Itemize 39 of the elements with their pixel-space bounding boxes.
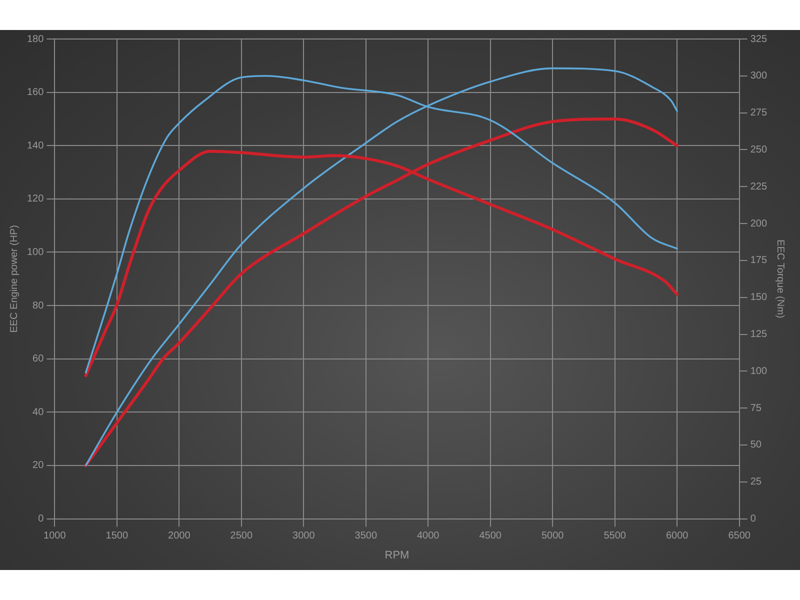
x-tick-label: 1500: [106, 530, 128, 542]
x-tick-label: 3000: [292, 530, 316, 542]
x-axis-title: RPM: [384, 549, 410, 562]
y-tick-label: 20: [32, 460, 44, 472]
y2-tick-label: 175: [750, 255, 768, 266]
y2-tick-label: 275: [750, 108, 768, 119]
y2-tick-label: 75: [750, 402, 762, 414]
x-tick-label: 6500: [728, 530, 751, 542]
y-tick-label: 40: [32, 406, 44, 418]
y2-axis-title: EEC Torque (Nm): [774, 240, 786, 318]
y2-tick-label: 250: [750, 144, 768, 156]
x-tick-label: 2500: [230, 530, 253, 542]
y-tick-label: 120: [26, 194, 44, 205]
y2-tick-label: 325: [750, 34, 768, 45]
y2-tick-label: 300: [750, 70, 768, 82]
y2-tick-label: 25: [750, 476, 762, 488]
x-tick-label: 5500: [604, 530, 626, 542]
y-tick-label: 0: [38, 514, 44, 525]
x-tick-label: 4500: [479, 530, 502, 542]
y-tick-label: 100: [26, 246, 44, 258]
x-tick-label: 3500: [354, 530, 378, 542]
y-tick-label: 180: [26, 34, 44, 45]
y2-tick-label: 150: [750, 292, 768, 304]
x-tick-label: 1000: [44, 530, 66, 542]
y-tick-label: 60: [32, 354, 44, 365]
y2-tick-label: 0: [750, 514, 756, 525]
x-tick-label: 6000: [666, 530, 689, 542]
y2-tick-label: 125: [750, 329, 768, 340]
y-axis-title: EEC Engine power (HP): [8, 224, 20, 333]
y-tick-label: 160: [26, 87, 44, 98]
y-tick-label: 140: [26, 140, 44, 152]
y2-tick-label: 100: [750, 366, 768, 377]
y-tick-label: 80: [32, 300, 44, 312]
y2-tick-label: 50: [750, 440, 762, 451]
y2-tick-label: 225: [750, 181, 768, 192]
y2-tick-label: 200: [750, 218, 768, 230]
x-tick-label: 5000: [541, 530, 564, 542]
x-tick-label: 4000: [416, 530, 440, 542]
x-tick-label: 2000: [168, 530, 191, 542]
